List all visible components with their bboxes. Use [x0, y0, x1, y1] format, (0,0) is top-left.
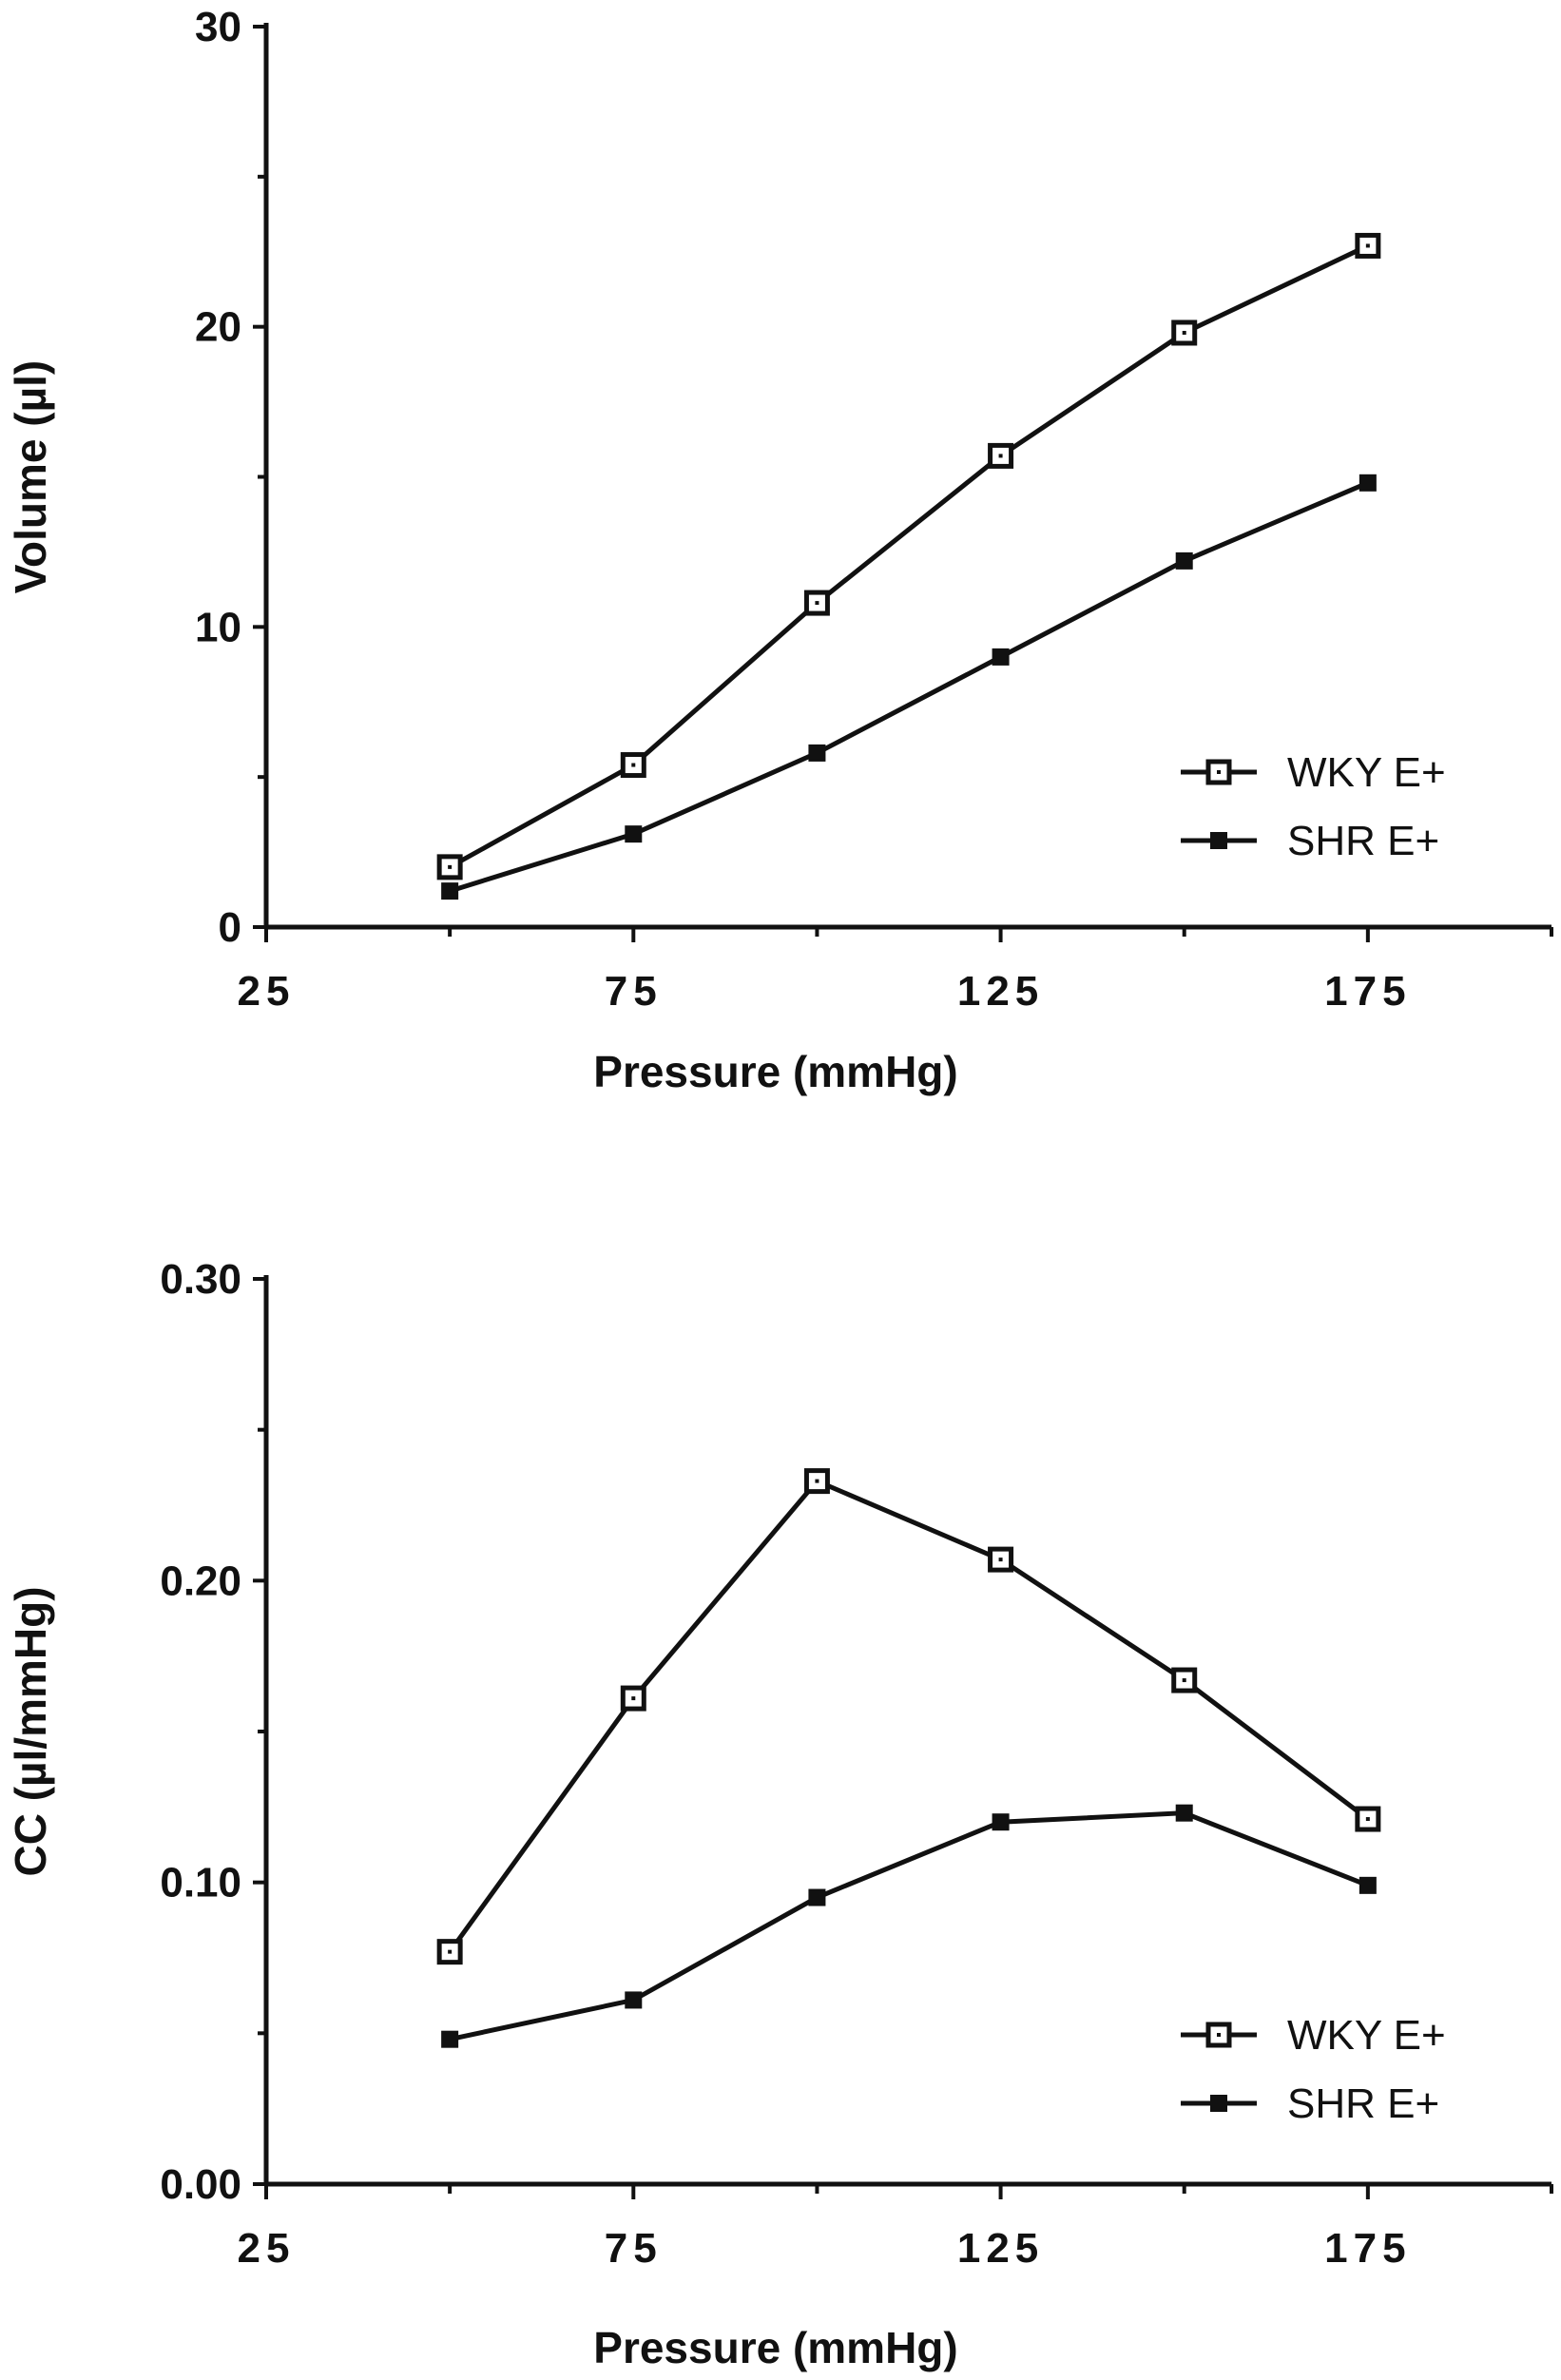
data-point-shr — [992, 648, 1010, 666]
data-point-wky-center — [1182, 1678, 1186, 1683]
data-point-shr — [441, 882, 459, 900]
y-tick-label: 20 — [195, 304, 241, 351]
legend-marker-center — [1217, 2033, 1221, 2037]
data-point-wky-center — [1365, 1817, 1370, 1822]
data-point-shr — [1175, 1804, 1193, 1822]
data-point-shr — [1359, 1876, 1377, 1894]
x-tick-label: 125 — [957, 968, 1044, 1015]
x-tick-label: 75 — [605, 2225, 663, 2272]
data-point-wky-center — [631, 1696, 636, 1701]
data-point-shr — [808, 1888, 826, 1906]
data-point-wky-center — [1365, 243, 1370, 248]
data-point-wky-center — [448, 864, 453, 869]
legend-label: SHR E+ — [1287, 818, 1439, 864]
volume-chart-panel: 0 10 20 30 25 75 125 175 Pressure (mmHg) Volume (… — [6, 4, 1553, 1096]
x-axis-title: Pressure (mmHg) — [593, 2323, 957, 2372]
y-axis-title: CC (µl/mmHg) — [6, 1586, 55, 1876]
x-tick-label: 125 — [957, 2225, 1044, 2272]
compliance-chart-panel: 0.00 0.10 0.20 0.30 25 75 125 175 Pressure (mmHg… — [6, 1256, 1553, 2372]
x-tick-label: 25 — [238, 2225, 296, 2272]
data-point-shr — [1175, 551, 1193, 570]
legend-label: SHR E+ — [1287, 2080, 1439, 2127]
data-point-shr — [625, 1991, 643, 2009]
x-tick-label: 25 — [238, 968, 296, 1015]
data-point-wky-center — [1182, 330, 1186, 335]
y-tick-label: 30 — [195, 4, 241, 50]
legend-marker-filled-square — [1210, 2095, 1227, 2112]
data-point-wky-center — [815, 601, 819, 606]
data-point-shr — [808, 744, 826, 762]
legend-label: WKY E+ — [1287, 749, 1446, 796]
series-line-wky — [448, 243, 1369, 870]
data-point-wky-center — [998, 454, 1003, 458]
data-point-wky-center — [631, 763, 636, 767]
series-line-wky — [448, 1478, 1370, 1954]
x-tick-label: 175 — [1324, 968, 1411, 1015]
y-tick-label: 10 — [195, 604, 241, 650]
legend-label: WKY E+ — [1287, 2012, 1446, 2059]
y-axis-title: Volume (µl) — [6, 360, 55, 593]
data-point-wky-center — [998, 1558, 1003, 1562]
y-tick-label: 0.10 — [160, 1860, 241, 1906]
data-point-shr — [1359, 474, 1377, 492]
data-point-wky-center — [815, 1479, 819, 1483]
data-point-wky-center — [448, 1949, 453, 1954]
data-point-shr — [625, 825, 643, 843]
x-tick-label: 175 — [1324, 2225, 1411, 2272]
data-point-shr — [441, 2030, 459, 2048]
series-line-shr — [449, 1810, 1369, 2042]
x-tick-label: 75 — [605, 968, 663, 1015]
y-tick-label: 0.00 — [160, 2161, 241, 2208]
legend-marker-center — [1217, 770, 1221, 774]
data-point-shr — [992, 1813, 1010, 1831]
y-tick-label: 0.30 — [160, 1256, 241, 1303]
x-axis-title: Pressure (mmHg) — [593, 1047, 957, 1096]
series-line-shr — [449, 480, 1369, 894]
y-tick-label: 0 — [219, 904, 241, 951]
y-tick-label: 0.20 — [160, 1558, 241, 1604]
legend-marker-filled-square — [1210, 832, 1227, 849]
